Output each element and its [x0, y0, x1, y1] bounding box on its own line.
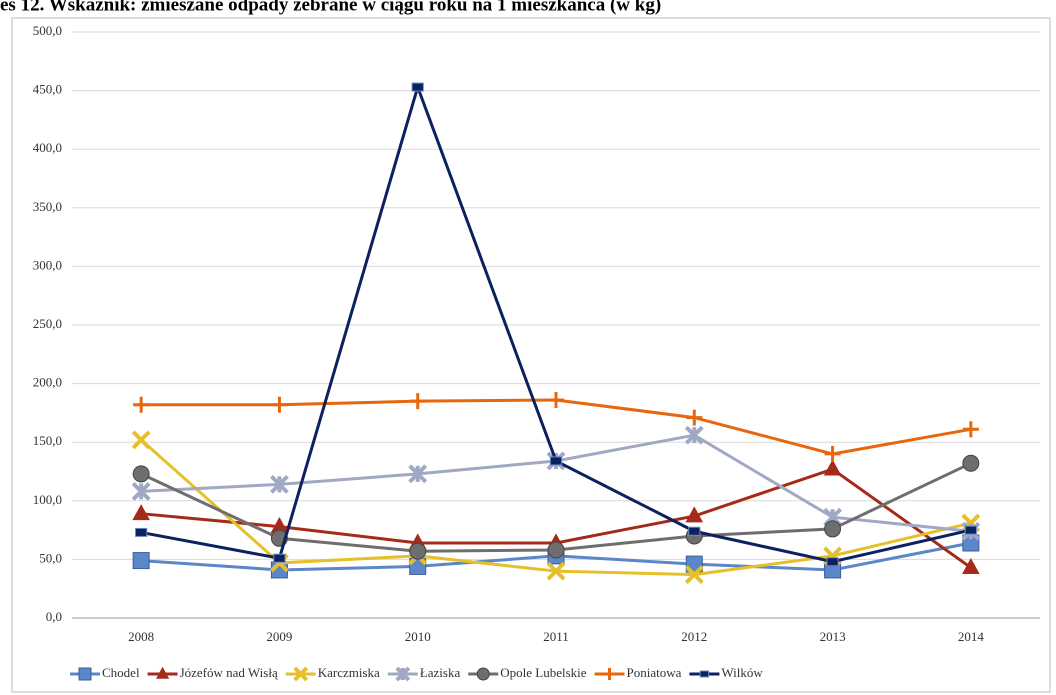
x-tick-label: 2008 [128, 629, 154, 644]
marker [548, 392, 564, 409]
marker [409, 542, 427, 560]
legend-label: Poniatowa [627, 665, 682, 680]
marker [271, 396, 288, 413]
marker [824, 520, 842, 538]
legend-label: Józefów nad Wisłą [180, 665, 278, 680]
y-tick-label: 500,0 [33, 23, 62, 38]
marker [131, 482, 151, 501]
marker [273, 553, 286, 563]
marker [270, 474, 289, 494]
series-line [141, 433, 972, 533]
marker [270, 516, 289, 533]
marker [411, 82, 424, 92]
y-tick-label: 300,0 [33, 257, 62, 272]
legend-label: Wilków [721, 665, 763, 680]
y-tick-label: 100,0 [33, 492, 62, 507]
marker [78, 667, 92, 681]
marker [133, 396, 150, 413]
marker [684, 565, 704, 585]
marker [395, 666, 411, 682]
y-tick-label: 50,0 [39, 550, 62, 565]
marker [476, 667, 490, 681]
y-tick-label: 0,0 [46, 609, 62, 624]
y-tick-label: 400,0 [33, 140, 62, 155]
x-tick-label: 2011 [543, 629, 569, 644]
marker [131, 430, 151, 450]
marker [132, 504, 150, 521]
marker [603, 668, 616, 680]
marker [132, 465, 150, 483]
chart-frame [11, 17, 1051, 693]
x-tick-label: 2014 [958, 629, 985, 644]
marker [293, 666, 309, 682]
marker [962, 421, 979, 438]
legend-label: Opole Lubelskie [500, 665, 587, 680]
x-tick-label: 2009 [266, 629, 292, 644]
x-tick-label: 2012 [681, 629, 707, 644]
marker [962, 454, 980, 472]
marker [408, 464, 428, 484]
marker [686, 409, 703, 426]
chart-title: es 12. Wskaźnik: zmieszane odpady zebran… [0, 0, 661, 15]
x-tick-label: 2010 [405, 629, 431, 644]
y-tick-label: 150,0 [33, 433, 62, 448]
y-tick-label: 450,0 [33, 82, 62, 97]
marker [546, 561, 566, 581]
marker [688, 526, 701, 536]
series-line [141, 398, 972, 456]
marker [699, 670, 710, 678]
x-tick-label: 2013 [820, 629, 846, 644]
marker [409, 393, 426, 410]
marker [824, 445, 841, 462]
legend-label: Chodel [102, 665, 140, 680]
marker [964, 525, 977, 535]
marker [547, 541, 565, 559]
marker [823, 459, 842, 476]
marker [549, 456, 563, 466]
legend-label: Karczmiska [318, 665, 380, 680]
marker [132, 552, 150, 570]
marker [962, 558, 980, 575]
marker [685, 506, 704, 523]
legend-label: Łaziska [420, 665, 461, 680]
y-tick-label: 200,0 [33, 375, 62, 390]
series-line [140, 82, 972, 564]
marker [826, 557, 839, 567]
marker [135, 527, 148, 537]
marker [684, 425, 704, 445]
y-tick-label: 250,0 [33, 316, 62, 331]
marker [155, 666, 170, 679]
y-tick-label: 350,0 [33, 199, 62, 214]
